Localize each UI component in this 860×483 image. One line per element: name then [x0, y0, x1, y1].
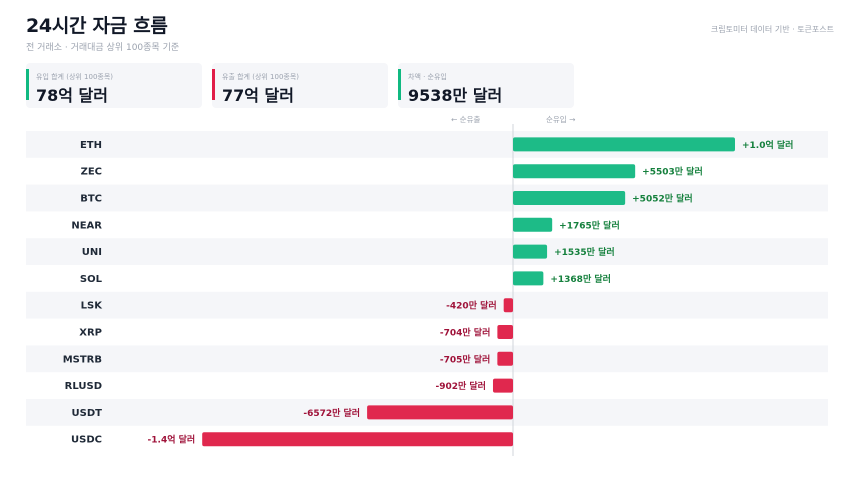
chart-title: 24시간 자금 흐름: [26, 15, 168, 37]
net-inflow-direction-label: 순유입 →: [546, 115, 576, 124]
bar-eth: [513, 137, 735, 152]
bar-usdt: [367, 405, 513, 420]
bar-uni: [513, 244, 548, 259]
category-label: UNI: [82, 247, 102, 258]
bar-usdc: [202, 432, 513, 447]
card-accent-bar: [398, 69, 401, 100]
value-label: -6572만 달러: [303, 407, 360, 419]
category-label: SOL: [80, 274, 103, 285]
category-label: NEAR: [71, 220, 102, 231]
row-band: [26, 291, 828, 319]
category-label: BTC: [80, 194, 102, 205]
card-value: 9538만 달러: [408, 86, 503, 105]
category-label: LSK: [81, 301, 104, 312]
value-label: -420만 달러: [446, 300, 497, 312]
card-label: 차액 · 순유입: [408, 73, 447, 81]
value-label: -902만 달러: [435, 380, 486, 392]
bar-btc: [513, 191, 626, 205]
row-band: [26, 184, 828, 212]
row-band: [26, 238, 828, 265]
category-label: MSTRB: [63, 354, 102, 365]
card-accent-bar: [26, 69, 29, 100]
category-label: USDC: [71, 435, 102, 446]
bar-zec: [513, 164, 636, 179]
value-label: -705만 달러: [440, 353, 491, 365]
source-note: 크립토미터 데이터 기반 · 토큰포스트: [710, 25, 834, 34]
outflow-total-card: 유출 합계 (상위 100종목) 77억 달러: [212, 63, 388, 108]
inflow-total-card: 유입 합계 (상위 100종목) 78억 달러: [26, 63, 202, 108]
net-outflow-direction-label: ← 순유출: [451, 115, 481, 124]
card-accent-bar: [212, 69, 215, 100]
bar-sol: [513, 271, 544, 286]
row-band: [26, 345, 828, 373]
value-label: +1535만 달러: [554, 246, 615, 258]
card-value: 77억 달러: [222, 86, 294, 105]
value-label: -704만 달러: [440, 327, 491, 339]
card-value: 78억 달러: [36, 86, 108, 105]
value-label: -1.4억 달러: [148, 434, 196, 446]
card-label: 유입 합계 (상위 100종목): [36, 73, 114, 81]
category-label: ETH: [80, 140, 102, 151]
category-label: XRP: [79, 328, 102, 339]
net-inflow-card: 차액 · 순유입 9538만 달러: [398, 63, 574, 108]
chart-subtitle: 전 거래소 · 거래대금 상위 100종목 기준: [26, 43, 180, 53]
card-label: 유출 합계 (상위 100종목): [222, 73, 300, 81]
value-label: +5503만 달러: [642, 166, 703, 178]
value-label: +1765만 달러: [559, 219, 620, 231]
value-label: +1368만 달러: [550, 273, 611, 285]
value-label: +5052만 달러: [632, 193, 693, 205]
category-label: RLUSD: [65, 381, 102, 392]
bar-rlusd: [492, 378, 513, 393]
category-label: ZEC: [81, 167, 102, 178]
bar-near: [513, 217, 553, 232]
bar-lsk: [503, 298, 513, 313]
value-label: +1.0억 달러: [742, 139, 793, 151]
category-label: USDT: [72, 408, 103, 419]
bar-xrp: [497, 325, 513, 339]
bar-mstrb: [497, 351, 513, 366]
